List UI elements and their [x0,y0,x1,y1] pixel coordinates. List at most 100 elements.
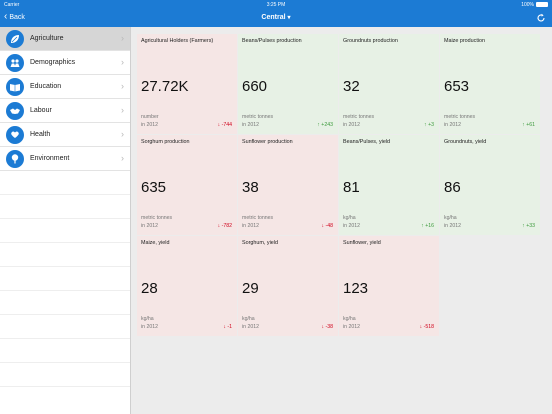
tile-title: Sorghum, yield [242,240,278,246]
tile-delta: ↑ +16 [421,223,434,229]
tile-unit: metric tonnes [141,215,173,221]
tile-value: 86 [444,179,461,196]
tile-year: in 2012 [141,324,159,330]
tile-delta: ↓ -782 [217,223,232,229]
tile-title: Beans/Pulses production [242,38,302,44]
indicator-tile[interactable]: Beans/Pulses, yield 81 kg/ha in 2012 ↑ +… [339,135,439,235]
tile-title: Sorghum production [141,139,190,145]
chevron-right-icon: › [121,129,124,139]
tile-delta: ↑ +3 [424,122,434,128]
status-bar: Carrier 3:25 PM 100% [0,0,552,10]
tile-title: Maize production [444,38,486,44]
tile-title: Agricultural Holders (Farmers) [141,38,214,44]
sidebar-item-labour[interactable]: Labour › [0,99,130,123]
tile-delta: ↑ +33 [522,223,535,229]
battery-percent: 100% [521,2,534,8]
indicator-tile[interactable]: Sorghum, yield 29 kg/ha in 2012 ↓ -38 [238,236,338,336]
tile-value: 81 [343,179,360,196]
tile-value: 32 [343,78,360,95]
tile-title: Sunflower, yield [343,240,381,246]
tile-title: Maize, yield [141,240,170,246]
sidebar-item-environment[interactable]: Environment › [0,147,130,171]
sidebar-item-label: Education [30,83,62,90]
tile-delta: ↓ -38 [321,324,333,330]
indicator-tile[interactable]: Maize, yield 28 kg/ha in 2012 ↓ -1 [137,236,237,336]
sidebar-item-label: Health [30,131,51,138]
sidebar-item-label: Demographics [30,59,76,66]
tile-title: Beans/Pulses, yield [343,139,391,145]
tile-year: in 2012 [343,324,361,330]
chevron-right-icon: › [121,81,124,91]
refresh-icon[interactable] [536,13,546,23]
tile-unit: metric tonnes [242,215,274,221]
empty-row [0,363,130,387]
chevron-right-icon: › [121,105,124,115]
tile-year: in 2012 [242,122,260,128]
sidebar-item-label: Agriculture [30,35,64,42]
tile-delta: ↑ +243 [317,122,333,128]
tile-unit: kg/ha [343,316,356,322]
tile-title: Groundnuts, yield [444,139,487,145]
tile-title: Sunflower production [242,139,293,145]
back-button[interactable]: ‹ Back [4,11,25,22]
book-icon [6,77,24,96]
tile-value: 27.72K [141,78,189,95]
tile-unit: metric tonnes [242,114,274,120]
heart-hand-icon [6,125,24,144]
indicator-tile[interactable]: Groundnuts, yield 86 kg/ha in 2012 ↑ +33 [440,135,540,235]
sidebar-item-health[interactable]: Health › [0,123,130,147]
navigation-bar: ‹ Back Central ▾ [0,10,552,27]
tile-unit: metric tonnes [444,114,476,120]
tile-year: in 2012 [444,122,462,128]
tile-delta: ↓ -744 [217,122,232,128]
empty-row [0,219,130,243]
empty-row [0,291,130,315]
sidebar-item-education[interactable]: Education › [0,75,130,99]
indicator-tile[interactable]: Beans/Pulses production 660 metric tonne… [238,34,338,134]
empty-row [0,195,130,219]
sidebar-item-demographics[interactable]: Demographics › [0,51,130,75]
back-label: Back [9,14,25,21]
sidebar-item-agriculture[interactable]: Agriculture › [0,27,130,51]
clock: 3:25 PM [266,2,286,8]
leaf-icon [6,29,24,48]
tile-unit: kg/ha [242,316,255,322]
tile-unit: kg/ha [444,215,457,221]
indicator-tile[interactable]: Groundnuts production 32 metric tonnes i… [339,34,439,134]
battery-icon [536,2,548,7]
tile-unit: number [141,114,159,120]
indicator-tile[interactable]: Sunflower, yield 123 kg/ha in 2012 ↓ -51… [339,236,439,336]
tile-unit: metric tonnes [343,114,375,120]
tile-value: 28 [141,280,158,297]
indicator-tile[interactable]: Sorghum production 635 metric tonnes in … [137,135,237,235]
tile-title: Groundnuts production [343,38,398,44]
region-selector[interactable]: Central ▾ [0,14,552,21]
indicator-tile[interactable]: Sunflower production 38 metric tonnes in… [238,135,338,235]
category-sidebar: Agriculture › Demographics › Education ›… [0,27,131,414]
tile-unit: kg/ha [343,215,356,221]
tile-year: in 2012 [343,122,361,128]
tile-value: 635 [141,179,167,196]
empty-row [0,267,130,291]
indicator-tile[interactable]: Agricultural Holders (Farmers) 27.72K nu… [137,34,237,134]
sidebar-item-label: Environment [30,155,70,162]
indicator-tile[interactable]: Maize production 653 metric tonnes in 20… [440,34,540,134]
tile-delta: ↓ -1 [223,324,232,330]
tree-icon [6,149,24,168]
chevron-right-icon: › [121,57,124,67]
tile-year: in 2012 [242,324,260,330]
chevron-left-icon: ‹ [4,11,8,22]
tile-delta: ↓ -48 [321,223,333,229]
tile-value: 29 [242,280,259,297]
carrier-label: Carrier [4,2,20,8]
tile-value: 653 [444,78,470,95]
tile-delta: ↑ +61 [522,122,535,128]
page-title: Central [261,14,286,21]
tile-value: 38 [242,179,259,196]
tile-year: in 2012 [444,223,462,229]
empty-row [0,315,130,339]
chevron-right-icon: › [121,153,124,163]
tile-year: in 2012 [141,122,159,128]
tile-delta: ↓ -518 [419,324,434,330]
handshake-icon [6,101,24,120]
